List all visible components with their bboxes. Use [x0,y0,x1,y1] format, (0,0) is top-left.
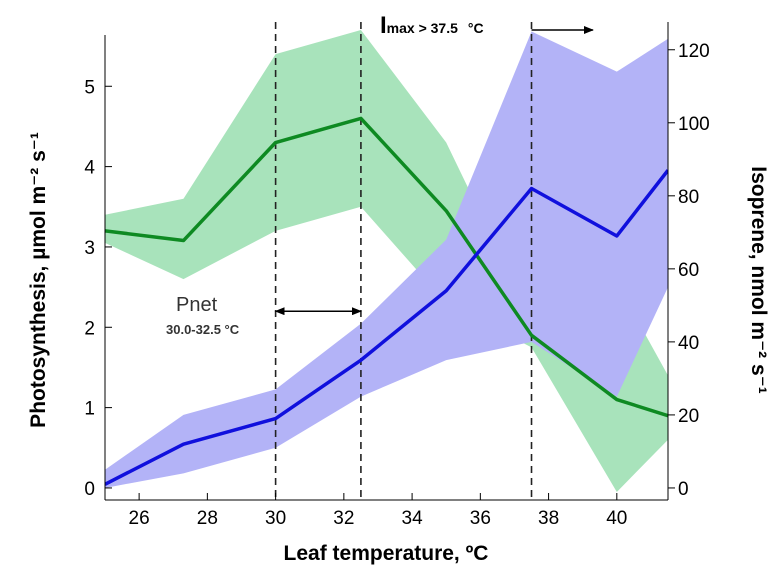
y-left-tick-label: 3 [84,238,95,259]
series-2-line [105,169,668,486]
y-left-tick-label: 0 [84,479,95,500]
x-tick-label: 28 [197,508,218,529]
series-2-band [105,31,668,488]
y-left-tick-label: 5 [84,77,95,98]
x-tick-label: 30 [265,508,286,529]
x-tick-label: 40 [606,508,627,529]
axes [104,22,669,501]
x-tick-label: 38 [538,508,559,529]
y-left-tick-label: 4 [84,158,95,179]
y-axis-right-label: Isoprene, nmol m⁻² s⁻¹ [747,166,770,394]
x-tick-label: 36 [470,508,491,529]
y-right-tick-label: 120 [678,41,710,62]
imax-label: Imax > 37.5 °C [380,12,484,39]
x-tick-label: 34 [402,508,424,529]
confidence-bands [105,30,668,492]
x-tick-label: 32 [333,508,354,529]
y-left-tick-label: 2 [84,318,95,339]
annotations: Pnet 30.0-32.5 °C Imax > 37.5 °C [166,12,594,337]
y-right-tick-label: 40 [678,333,699,354]
series-lines [105,116,668,486]
y-right-tick-label: 0 [678,479,689,500]
series-1-band [105,30,668,492]
x-axis-label: Leaf temperature, ºC [284,542,489,565]
y-right-tick-label: 60 [678,260,699,281]
x-tick-label: 26 [129,508,150,529]
y-right-tick-label: 20 [678,406,699,427]
pnet-range-label: 30.0-32.5 °C [166,322,240,337]
pnet-label: Pnet [176,294,218,316]
y-right-tick-label: 80 [678,187,699,208]
y-left-tick-label: 1 [84,399,95,420]
y-axis-left-label: Photosynthesis, µmol m⁻² s⁻¹ [27,132,50,428]
y-right-tick-label: 100 [678,114,710,135]
series-1-line [105,116,668,418]
